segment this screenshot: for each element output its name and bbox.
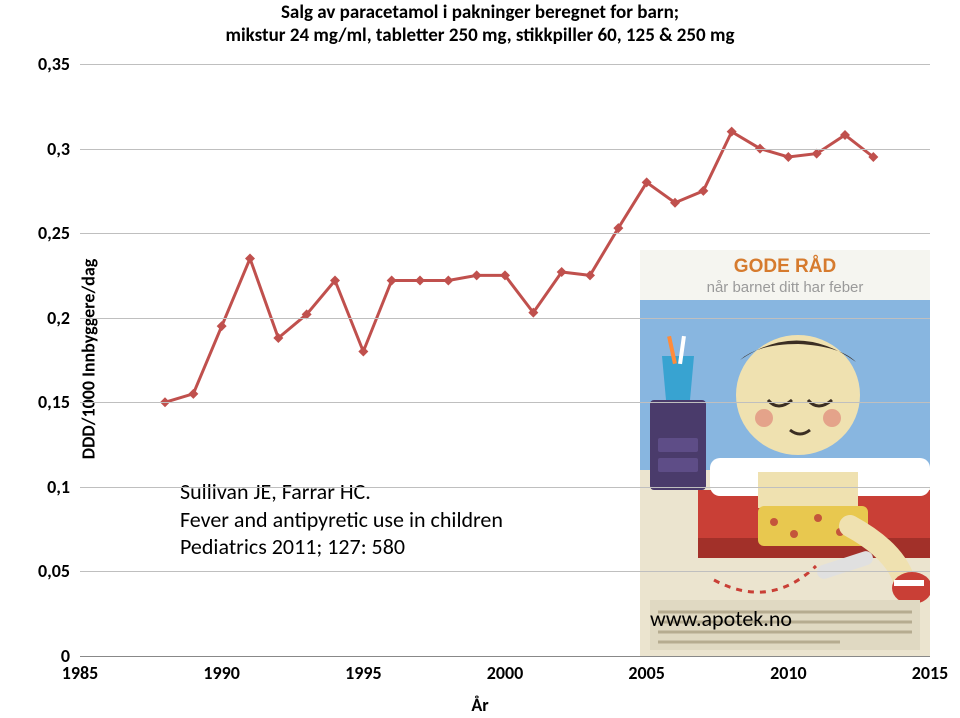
ref-line-1: Sullivan JE, Farrar HC. <box>180 478 503 506</box>
data-marker <box>358 347 368 357</box>
data-marker <box>472 270 482 280</box>
gridline <box>80 149 930 150</box>
gridline <box>80 402 930 403</box>
data-marker <box>188 389 198 399</box>
illustration-svg: GODE RÅD når barnet ditt har feber <box>640 250 930 656</box>
x-tick-label: 2000 <box>487 662 524 684</box>
data-marker <box>415 276 425 286</box>
illus-header: GODE RÅD <box>734 256 836 277</box>
x-tick-label: 1985 <box>62 662 99 684</box>
chart-page: Salg av paracetamol i pakninger beregnet… <box>0 0 960 718</box>
gridline <box>80 233 930 234</box>
ref-line-3: Pediatrics 2011; 127: 580 <box>180 533 503 561</box>
y-tick-label: 0,3 <box>47 138 70 160</box>
x-tick-label: 2010 <box>770 662 807 684</box>
illus-subheader: når barnet ditt har feber <box>707 279 864 296</box>
gridline <box>80 487 930 488</box>
y-tick-label: 0,25 <box>38 222 70 244</box>
reference-citation: Sullivan JE, Farrar HC. Fever and antipy… <box>180 478 503 561</box>
data-marker <box>443 276 453 286</box>
x-tick-label: 1995 <box>345 662 382 684</box>
title-line-2: mikstur 24 mg/ml, tabletter 250 mg, stik… <box>0 25 960 48</box>
y-tick-label: 0,15 <box>38 391 70 413</box>
data-marker <box>217 321 227 331</box>
website-link: www.apotek.no <box>650 605 792 632</box>
ref-line-2: Fever and antipyretic use in children <box>180 506 503 534</box>
gridline <box>80 318 930 319</box>
x-axis-label: År <box>0 694 960 716</box>
y-tick-label: 0,2 <box>47 307 70 329</box>
data-marker <box>387 276 397 286</box>
gridline <box>80 571 930 572</box>
data-marker <box>698 186 708 196</box>
plot-area: GODE RÅD når barnet ditt har feber <box>80 64 930 657</box>
y-tick-label: 0,35 <box>38 53 70 75</box>
gode-rad-illustration: GODE RÅD når barnet ditt har feber <box>640 250 930 656</box>
y-tick-label: 0,1 <box>47 476 70 498</box>
data-marker <box>245 254 255 264</box>
chart-title: Salg av paracetamol i pakninger beregnet… <box>0 2 960 48</box>
title-line-1: Salg av paracetamol i pakninger beregnet… <box>0 2 960 25</box>
gridline <box>80 64 930 65</box>
data-marker <box>783 152 793 162</box>
x-tick-label: 1990 <box>203 662 240 684</box>
y-tick-label: 0,05 <box>38 560 70 582</box>
x-tick-label: 2005 <box>628 662 665 684</box>
x-tick-label: 2015 <box>912 662 949 684</box>
